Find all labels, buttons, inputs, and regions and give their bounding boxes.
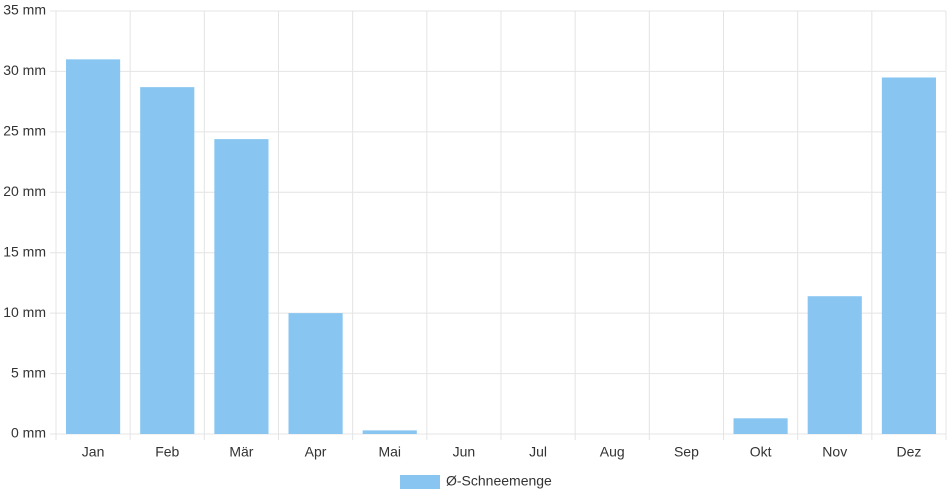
y-tick-label: 15 mm	[3, 243, 46, 259]
legend-label: Ø-Schneemenge	[446, 473, 552, 489]
x-tick-label: Okt	[750, 444, 772, 460]
x-tick-label: Jun	[453, 444, 476, 460]
x-tick-label: Jul	[529, 444, 547, 460]
y-tick-label: 0 mm	[11, 425, 46, 441]
legend-swatch	[400, 475, 440, 489]
bar	[362, 430, 417, 434]
x-tick-label: Aug	[600, 444, 625, 460]
bar	[140, 87, 195, 434]
x-tick-label: Apr	[305, 444, 327, 460]
bar	[66, 59, 121, 434]
bar	[288, 313, 343, 434]
y-tick-label: 30 mm	[3, 62, 46, 78]
bar	[807, 296, 862, 434]
y-tick-label: 20 mm	[3, 183, 46, 199]
y-tick-label: 10 mm	[3, 304, 46, 320]
bar	[881, 77, 936, 434]
x-tick-label: Nov	[822, 444, 847, 460]
y-tick-label: 5 mm	[11, 364, 46, 380]
x-tick-label: Feb	[155, 444, 179, 460]
bar	[214, 139, 269, 434]
x-tick-label: Mai	[378, 444, 401, 460]
y-tick-label: 35 mm	[3, 2, 46, 18]
y-tick-label: 25 mm	[3, 123, 46, 139]
x-tick-label: Sep	[674, 444, 699, 460]
x-tick-label: Jan	[82, 444, 105, 460]
x-tick-label: Mär	[229, 444, 253, 460]
bar	[733, 418, 788, 434]
x-tick-label: Dez	[896, 444, 921, 460]
